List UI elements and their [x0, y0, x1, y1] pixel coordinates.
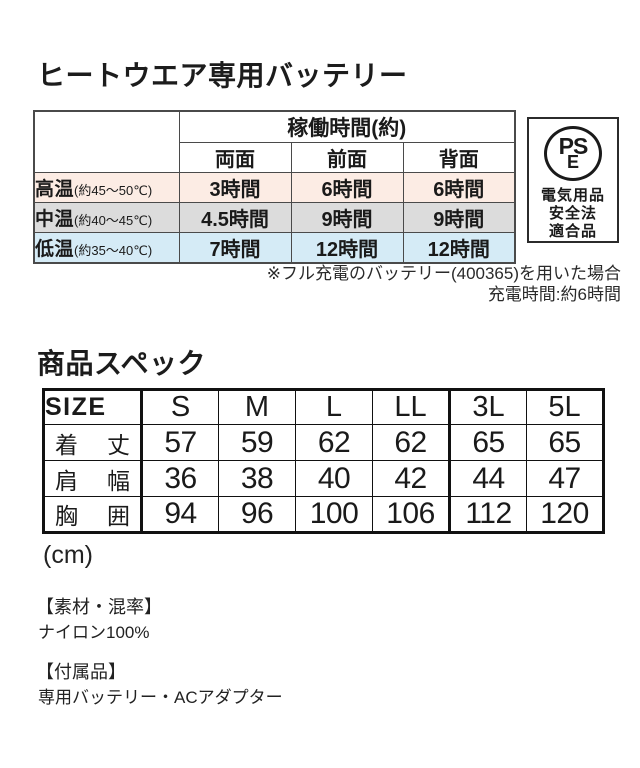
size-header-m: M: [218, 389, 296, 425]
size-value: 38: [218, 460, 296, 497]
pse-caption: 電気用品 安全法 適合品: [541, 187, 605, 241]
size-row-chest: 胸囲 94 96 100 106 112 120: [43, 496, 604, 533]
spec-section-title: 商品スペック: [37, 348, 207, 379]
table-corner-cell: [33, 110, 180, 173]
size-header-row: SIZE S M L LL 3L 5L: [43, 389, 604, 425]
label-char: 幅: [107, 467, 130, 494]
size-header-ll: LL: [372, 389, 450, 425]
size-value: 59: [218, 424, 296, 461]
size-row-label: 胸囲: [43, 496, 142, 533]
cell-value: 6時間: [290, 172, 404, 203]
size-row-body-length: 着丈 57 59 62 62 65 65: [43, 424, 604, 461]
size-value: 42: [372, 460, 450, 497]
table-row-mid-temp: 中温(約40〜45℃) 4.5時間 9時間 9時間: [33, 202, 516, 233]
size-header-s: S: [140, 389, 219, 425]
size-value: 65: [526, 424, 604, 461]
label-char: 胸: [55, 503, 78, 529]
size-row-shoulder-width: 肩幅 36 38 40 42 44 47: [43, 460, 604, 497]
row-label-low-temp: 低温(約35〜40℃): [33, 232, 180, 264]
accessories-value: 専用バッテリー・ACアダプター: [38, 688, 283, 707]
temp-label: 低温: [35, 239, 75, 260]
label-char: 囲: [107, 503, 130, 529]
size-unit-label: (cm): [43, 541, 93, 569]
label-char: 着: [55, 431, 78, 458]
temp-label: 中温: [35, 209, 75, 230]
pse-mark-icon: PS E: [544, 126, 602, 181]
label-char: 丈: [107, 431, 130, 458]
col-header-front: 前面: [290, 142, 404, 173]
row-label-mid-temp: 中温(約40〜45℃): [33, 202, 180, 233]
size-value: 96: [218, 496, 296, 533]
cell-value: 6時間: [402, 172, 516, 203]
pse-certification-box: PS E 電気用品 安全法 適合品: [527, 117, 619, 243]
pse-mark-ps: PS: [558, 132, 589, 159]
size-value: 47: [526, 460, 604, 497]
size-corner-label: SIZE: [43, 389, 142, 425]
cell-value: 9時間: [290, 202, 404, 233]
table-row-high-temp: 高温(約45〜50℃) 3時間 6時間 6時間: [33, 172, 516, 203]
size-value: 94: [140, 496, 219, 533]
label-char: 肩: [55, 467, 78, 494]
cell-value: 4.5時間: [178, 202, 292, 233]
pse-mark-e: E: [566, 152, 579, 173]
size-value: 65: [448, 424, 527, 461]
size-value: 106: [372, 496, 450, 533]
size-value: 36: [140, 460, 219, 497]
operating-time-table: 稼働時間(約) 両面 前面 背面 高温(約45〜50℃) 3時間 6時間 6時間…: [33, 110, 516, 264]
temp-range: (約45〜50℃): [74, 183, 153, 198]
battery-block: 稼働時間(約) 両面 前面 背面 高温(約45〜50℃) 3時間 6時間 6時間…: [33, 110, 619, 264]
size-spec-table: SIZE S M L LL 3L 5L 着丈 57 59 62 62 65 65…: [42, 388, 605, 534]
battery-note: ※フル充電のバッテリー(400365)を用いた場合 充電時間:約6時間: [267, 263, 621, 306]
size-value: 44: [448, 460, 527, 497]
cell-value: 9時間: [402, 202, 516, 233]
material-value: ナイロン100%: [38, 623, 150, 642]
pse-caption-line: 適合品: [548, 223, 597, 240]
pse-caption-line: 安全法: [548, 205, 597, 222]
row-label-high-temp: 高温(約45〜50℃): [33, 172, 180, 203]
cell-value: 7時間: [178, 232, 292, 264]
material-heading: 【素材・混率】: [36, 597, 162, 617]
accessories-heading: 【付属品】: [36, 662, 126, 682]
size-value: 57: [140, 424, 219, 461]
temp-range: (約40〜45℃): [74, 213, 153, 228]
operating-time-subheader-row: 両面 前面 背面: [34, 142, 516, 173]
cell-value: 12時間: [402, 232, 516, 264]
table-row-low-temp: 低温(約35〜40℃) 7時間 12時間 12時間: [33, 232, 516, 264]
size-value: 62: [295, 424, 373, 461]
temp-range: (約35〜40℃): [74, 243, 153, 258]
cell-value: 12時間: [290, 232, 404, 264]
size-header-l: L: [295, 389, 373, 425]
size-value: 100: [295, 496, 373, 533]
pse-caption-line: 電気用品: [540, 187, 605, 204]
size-header-5l: 5L: [526, 389, 604, 425]
size-value: 120: [526, 496, 604, 533]
temp-label: 高温: [35, 179, 75, 200]
size-value: 112: [448, 496, 527, 533]
size-value: 62: [372, 424, 450, 461]
note-line-1: ※フル充電のバッテリー(400365)を用いた場合: [266, 264, 621, 283]
size-row-label: 着丈: [43, 424, 142, 461]
size-row-label: 肩幅: [43, 460, 142, 497]
cell-value: 3時間: [178, 172, 292, 203]
operating-time-header-row: 稼働時間(約): [33, 110, 516, 173]
note-line-2: 充電時間:約6時間: [487, 285, 621, 305]
size-value: 40: [295, 460, 373, 497]
size-header-3l: 3L: [448, 389, 527, 425]
col-header-back: 背面: [402, 142, 516, 173]
col-header-both-sides: 両面: [178, 142, 292, 173]
battery-section-title: ヒートウエア専用バッテリー: [37, 60, 408, 91]
operating-time-group-header: 稼働時間(約): [178, 110, 516, 143]
